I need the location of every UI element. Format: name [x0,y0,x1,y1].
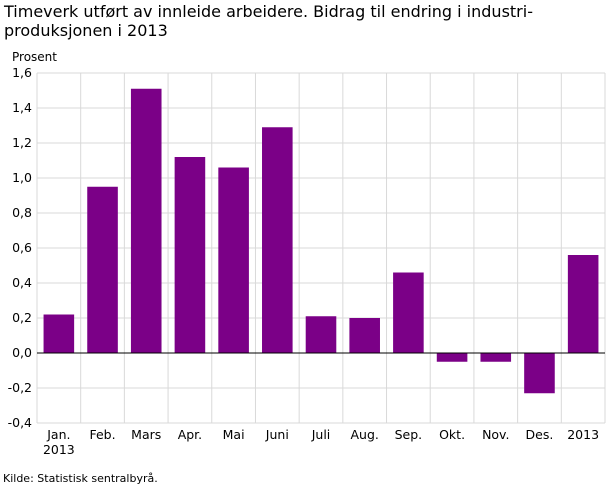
bar [436,353,468,362]
y-tick-label: 0,6 [12,240,32,255]
bar [349,318,380,353]
y-tick-label: 0,2 [12,310,32,325]
bar [262,127,293,353]
x-tick-label: Nov. [482,427,509,442]
chart-title: Timeverk utført av innleide arbeidere. B… [4,2,604,40]
y-tick-label: -0,4 [8,415,32,430]
y-axis-label: Prosent [12,50,57,64]
x-tick-label: 2013 [567,427,599,442]
x-tick-label: Okt. [439,427,465,442]
x-tick-label: Apr. [178,427,202,442]
x-tick-label: Mai [223,427,245,442]
bar [480,353,512,362]
bar [524,353,555,394]
bar [130,88,162,353]
y-tick-labels: -0,4 -0,2 0,0 0,2 0,4 0,6 0,8 1,0 1,2 1,4 1,6 [8,65,32,430]
y-tick-label: 0,4 [12,275,32,290]
x-tick-label: Des. [526,427,554,442]
bar [218,167,249,353]
y-tick-label: 0,8 [12,205,32,220]
y-tick-label: 1,2 [12,135,32,150]
y-tick-label: 1,4 [12,100,32,115]
bar [393,272,424,353]
bars [43,88,599,394]
bar [305,316,337,353]
y-tick-label: 1,0 [12,170,32,185]
bar [87,186,118,353]
y-tick-label: -0,2 [8,380,32,395]
x-tick-label: Aug. [350,427,378,442]
y-tick-label: 0,0 [12,345,32,360]
x-tick-label: Mars [131,427,161,442]
x-tick-label: Juni [265,427,289,442]
x-tick-label: Sep. [395,427,423,442]
x-tick-label: Feb. [89,427,115,442]
x-tick-label: 2013 [43,442,75,457]
bar [567,255,599,353]
source-note: Kilde: Statistisk sentralbyrå. [3,472,158,485]
bar [43,314,75,353]
chart-title-line: produksjonen i 2013 [4,21,168,40]
grid-lines [36,72,606,424]
y-tick-label: 1,6 [12,65,32,80]
x-tick-label: Jan. [46,427,70,442]
chart-title-line: Timeverk utført av innleide arbeidere. B… [4,2,533,21]
x-tick-label: Juli [311,427,331,442]
bar [174,157,206,353]
